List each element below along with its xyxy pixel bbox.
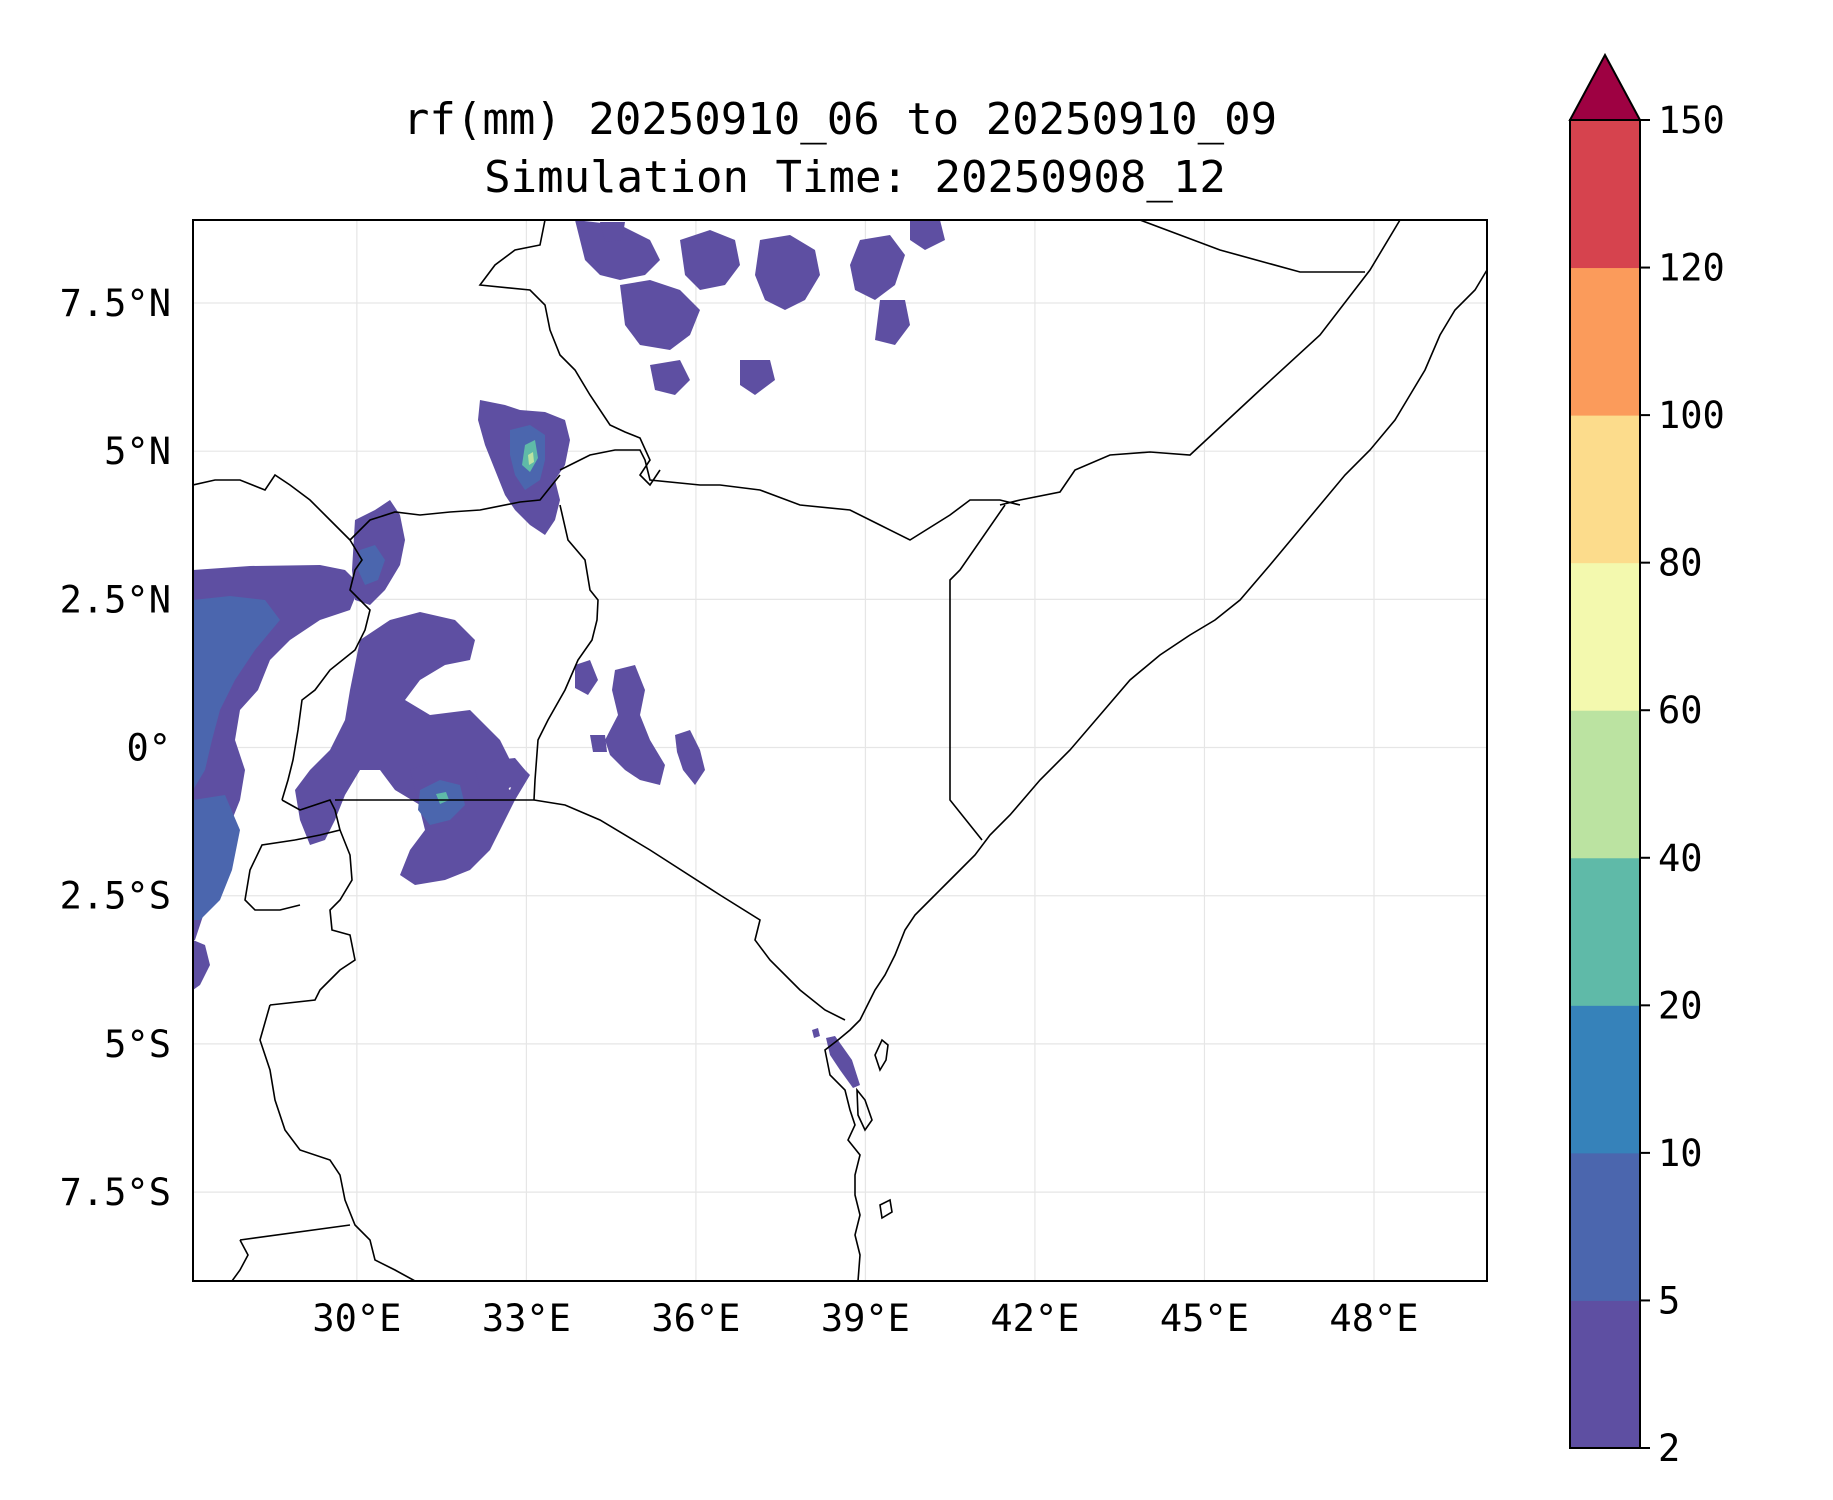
border-sudan-south-sudan bbox=[478, 220, 661, 487]
colorbar-tick-label: 80 bbox=[1658, 542, 1703, 585]
border-burundi bbox=[244, 839, 301, 911]
colorbar-tick-label: 120 bbox=[1658, 247, 1725, 290]
rain-cluster-ethiopia-5 bbox=[850, 235, 905, 300]
rain-cluster-ethiopia-7 bbox=[650, 360, 690, 395]
coastline-mafia bbox=[879, 1198, 893, 1220]
coastline-zanzibar bbox=[856, 1087, 873, 1132]
colorbar-segment bbox=[1570, 857, 1640, 1006]
rain-cluster-ethiopia-8 bbox=[740, 360, 775, 395]
colorbar-segment bbox=[1570, 267, 1640, 416]
rain-core-kapoeta-3 bbox=[528, 452, 534, 465]
rain-cluster-ethiopia-2 bbox=[620, 280, 700, 350]
rain-cluster-west-core bbox=[193, 596, 280, 790]
x-tick-label: 36°E bbox=[651, 1297, 740, 1340]
colorbar: 2 5 10 20 40 60 80 100 120 150 bbox=[1568, 52, 1725, 1470]
rain-cluster-tanzania-coast bbox=[826, 1036, 860, 1088]
y-tick-label: 7.5°N bbox=[60, 282, 171, 325]
x-tick-label: 39°E bbox=[821, 1297, 910, 1340]
rain-cluster-ethiopia-4 bbox=[755, 235, 820, 310]
colorbar-segment bbox=[1570, 1300, 1640, 1449]
borders bbox=[193, 220, 1487, 1281]
rain-cluster-ethiopia-6 bbox=[875, 300, 910, 345]
rain-core-victoria-2 bbox=[436, 792, 449, 804]
colorbar-tick-label: 10 bbox=[1658, 1132, 1703, 1175]
border-tanzania-zambia bbox=[239, 1224, 351, 1241]
border-uganda-kenya bbox=[533, 504, 599, 801]
colorbar-segment bbox=[1570, 1005, 1640, 1154]
x-tick-label: 45°E bbox=[1160, 1297, 1249, 1340]
y-tick-label: 5°S bbox=[104, 1023, 171, 1066]
title-line-1: rf(mm) 20250910_06 to 20250910_09 bbox=[403, 94, 1277, 145]
colorbar-segment bbox=[1570, 415, 1640, 564]
rain-patch-victoria-east bbox=[475, 758, 525, 790]
border-rwanda bbox=[281, 799, 341, 841]
x-tick-label: 30°E bbox=[312, 1297, 401, 1340]
colorbar-tick-label: 100 bbox=[1658, 394, 1725, 437]
border-uganda-drc bbox=[281, 539, 371, 801]
map-panel: 30°E 33°E 36°E 39°E 42°E 45°E 48°E 7.5°N 5°N 2.5… bbox=[60, 219, 1488, 1340]
y-tick-label: 2.5°N bbox=[60, 578, 171, 621]
colorbar-segment bbox=[1570, 1152, 1640, 1301]
title-line-2: Simulation Time: 20250908_12 bbox=[484, 152, 1226, 203]
rain-patch-tanzania bbox=[812, 1028, 820, 1038]
rain-cluster-kenya-3 bbox=[675, 730, 705, 785]
y-axis-ticks: 7.5°N 5°N 2.5°N 0° 2.5°S 5°S 7.5°S bbox=[60, 282, 171, 1214]
rain-patch bbox=[193, 940, 210, 990]
rain-cluster-west-low bbox=[193, 795, 240, 920]
x-tick-label: 48°E bbox=[1329, 1297, 1418, 1340]
rain-cluster-ethiopia-3 bbox=[680, 230, 740, 290]
rain-cluster-ethiopia-10 bbox=[600, 222, 625, 242]
rain-cluster-ethiopia-1 bbox=[575, 220, 660, 280]
colorbar-segment bbox=[1570, 562, 1640, 711]
colorbar-tick-label: 150 bbox=[1658, 99, 1725, 142]
colorbar-tick-label: 40 bbox=[1658, 837, 1703, 880]
rain-cluster-kenya-2 bbox=[575, 660, 598, 695]
x-tick-label: 33°E bbox=[482, 1297, 571, 1340]
rain-cluster-kenya-4 bbox=[590, 735, 607, 752]
y-tick-label: 0° bbox=[126, 727, 171, 770]
border-drc-south-sudan bbox=[193, 473, 351, 541]
border-rwanda-tanzania bbox=[269, 829, 356, 1006]
colorbar-tick-label: 2 bbox=[1658, 1427, 1680, 1470]
x-axis-ticks: 30°E 33°E 36°E 39°E 42°E 45°E 48°E bbox=[312, 1297, 1418, 1340]
border-ethiopia-djibouti bbox=[1139, 220, 1365, 273]
rain-core-north-uganda bbox=[358, 545, 385, 585]
border-ethiopia-kenya bbox=[559, 449, 1021, 541]
rain-cluster-ethiopia-9 bbox=[910, 220, 945, 250]
border-zambia-corner bbox=[231, 1239, 249, 1281]
colorbar-segment bbox=[1570, 120, 1640, 269]
coastline-pemba bbox=[874, 1038, 889, 1072]
y-tick-label: 7.5°S bbox=[60, 1171, 171, 1214]
border-south-sudan-uganda bbox=[349, 474, 561, 541]
border-kenya-somalia bbox=[949, 504, 1006, 841]
map-frame bbox=[192, 219, 1488, 1282]
rainfall-field bbox=[193, 220, 945, 1088]
colorbar-frame bbox=[1569, 119, 1641, 1449]
rain-cluster-kenya-1 bbox=[605, 665, 665, 785]
border-drc-tanzania-lake bbox=[259, 1004, 416, 1281]
y-tick-label: 5°N bbox=[104, 430, 171, 473]
colorbar-extend-arrow bbox=[1568, 52, 1642, 121]
coastline-east-africa bbox=[824, 269, 1487, 1281]
colorbar-tick-label: 20 bbox=[1658, 984, 1703, 1027]
border-ethiopia-somalia bbox=[999, 220, 1401, 506]
x-tick-label: 42°E bbox=[990, 1297, 1079, 1340]
colorbar-segment bbox=[1570, 710, 1640, 859]
colorbar-tick-label: 5 bbox=[1658, 1279, 1680, 1322]
colorbar-tick-label: 60 bbox=[1658, 689, 1703, 732]
border-kenya-tanzania bbox=[533, 799, 846, 1021]
y-tick-label: 2.5°S bbox=[60, 875, 171, 918]
